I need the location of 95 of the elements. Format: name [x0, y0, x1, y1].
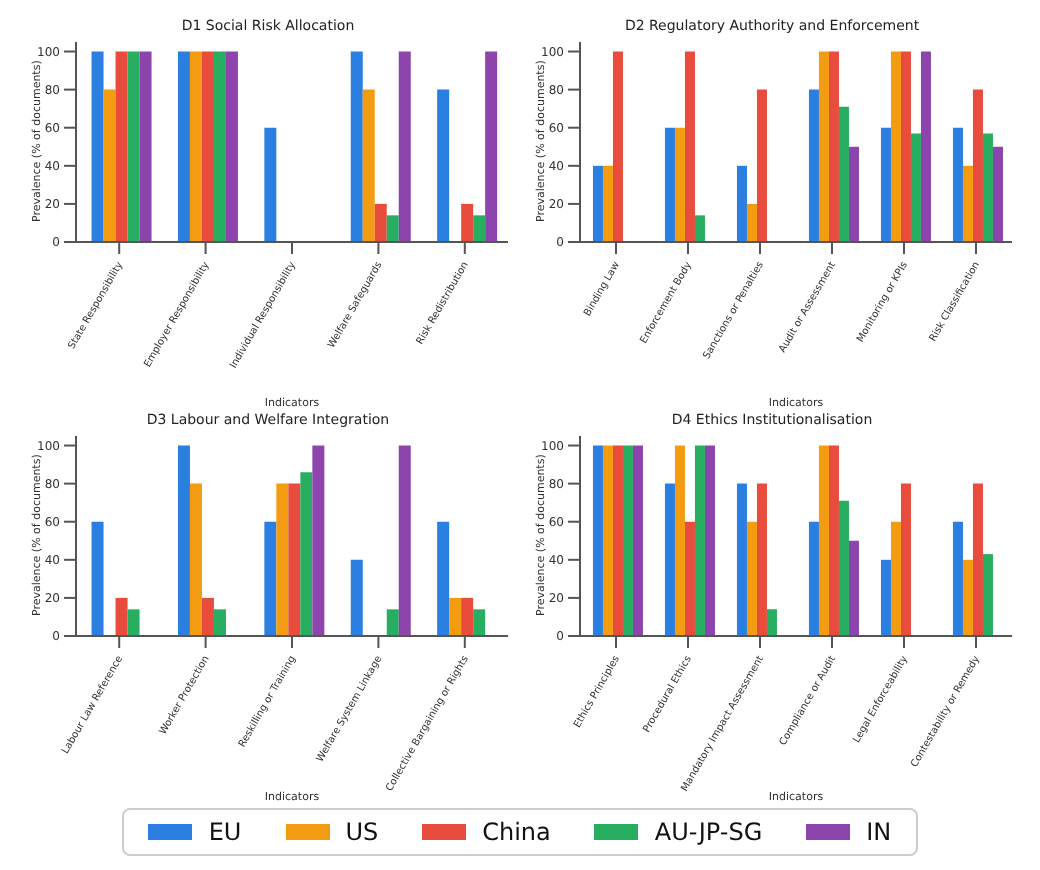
bar — [674, 445, 685, 636]
bar — [592, 165, 603, 242]
bar — [808, 521, 819, 636]
bar — [225, 51, 238, 242]
bar — [982, 133, 993, 242]
bar — [264, 127, 277, 242]
bar — [952, 127, 963, 242]
bar — [201, 597, 214, 636]
legend-label: AU-JP-SG — [654, 818, 763, 846]
bar — [684, 51, 695, 242]
bar — [756, 89, 767, 242]
bar — [736, 165, 747, 242]
bar — [276, 483, 289, 636]
bar — [103, 89, 116, 242]
bar — [838, 500, 849, 636]
bar — [920, 51, 931, 242]
bar — [398, 51, 411, 242]
bar — [177, 51, 190, 242]
bar — [437, 521, 450, 636]
bar — [736, 483, 747, 636]
bar — [674, 127, 685, 242]
bar — [398, 445, 411, 636]
bar — [972, 483, 983, 636]
bar — [189, 483, 202, 636]
bar — [602, 165, 613, 242]
bar — [374, 203, 387, 242]
bar — [962, 165, 973, 242]
bar — [115, 51, 128, 242]
bar — [664, 483, 675, 636]
bar — [756, 483, 767, 636]
bar — [900, 51, 911, 242]
bar — [288, 483, 301, 636]
bar — [201, 51, 214, 242]
legend-label: IN — [866, 818, 892, 846]
bar — [664, 127, 675, 242]
bar — [213, 609, 226, 636]
bar — [828, 51, 839, 242]
bar — [213, 51, 226, 242]
bar — [952, 521, 963, 636]
bar — [473, 609, 486, 636]
bar — [91, 51, 104, 242]
bar — [437, 89, 450, 242]
bar — [91, 521, 104, 636]
bar — [808, 89, 819, 242]
bar — [386, 609, 399, 636]
bar — [300, 472, 313, 636]
bar — [139, 51, 152, 242]
bar — [890, 51, 901, 242]
bar — [115, 597, 128, 636]
bar — [461, 597, 474, 636]
legend-label: China — [482, 818, 551, 846]
bar — [622, 445, 633, 636]
bar — [704, 445, 715, 636]
bar — [818, 51, 829, 242]
bar — [189, 51, 202, 242]
bar — [848, 540, 859, 636]
bar — [746, 521, 757, 636]
bar — [362, 89, 375, 242]
bar — [972, 89, 983, 242]
bar — [900, 483, 911, 636]
bar — [602, 445, 613, 636]
bar — [350, 51, 363, 242]
bar — [684, 521, 695, 636]
legend-label: EU — [208, 818, 242, 846]
bar — [592, 445, 603, 636]
bar — [880, 127, 891, 242]
bar — [449, 597, 462, 636]
bar — [746, 203, 757, 242]
bar — [177, 445, 190, 636]
bar — [992, 146, 1003, 242]
bar — [461, 203, 474, 242]
bar — [386, 215, 399, 242]
legend-label: US — [345, 818, 379, 846]
bar — [127, 51, 140, 242]
bar — [694, 215, 705, 242]
bar — [312, 445, 325, 636]
bar — [982, 554, 993, 636]
bar — [632, 445, 643, 636]
bar — [350, 559, 363, 636]
bar — [473, 215, 486, 242]
bar — [962, 559, 973, 636]
bar — [848, 146, 859, 242]
bar — [694, 445, 705, 636]
bar — [264, 521, 277, 636]
bar — [890, 521, 901, 636]
bar — [838, 106, 849, 242]
bar — [766, 609, 777, 636]
bar — [485, 51, 498, 242]
bar — [612, 445, 623, 636]
bar — [880, 559, 891, 636]
bar — [828, 445, 839, 636]
bar — [612, 51, 623, 242]
bar — [127, 609, 140, 636]
bar — [910, 133, 921, 242]
bar — [818, 445, 829, 636]
